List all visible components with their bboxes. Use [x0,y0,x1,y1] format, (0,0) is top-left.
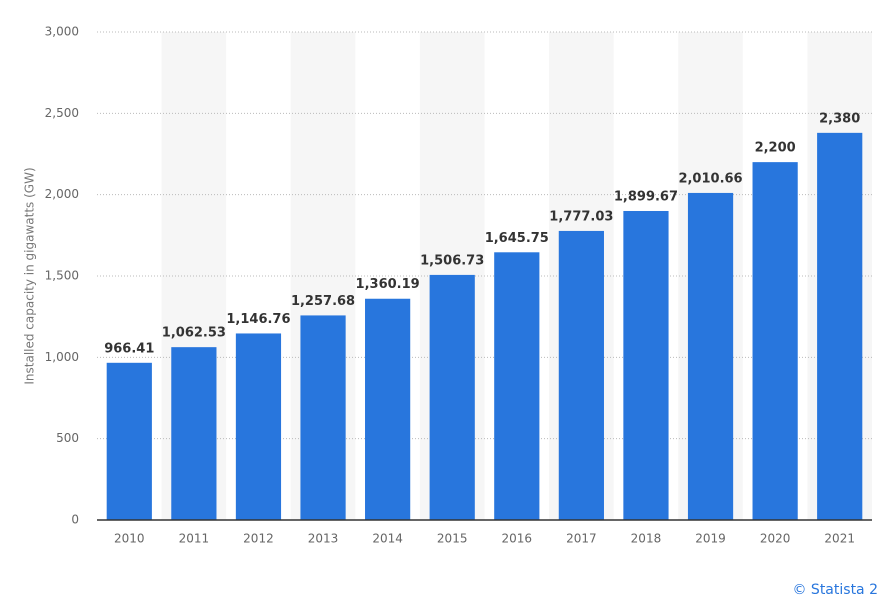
bar [494,252,540,521]
value-label: 2,380 [819,111,860,126]
bar [300,315,346,520]
x-tick-label: 2016 [502,532,533,546]
y-tick-label: 500 [56,431,79,445]
x-tick-label: 2011 [179,532,210,546]
value-label: 2,200 [755,141,796,156]
bar [687,192,734,521]
value-label: 1,899.67 [614,189,678,204]
y-tick-label: 3,000 [45,25,79,39]
y-tick-label: 2,500 [45,106,79,120]
x-tick-label: 2021 [824,532,855,546]
value-label: 1,360.19 [356,277,420,292]
bar [752,162,798,520]
x-tick-label: 2019 [695,532,726,546]
x-tick-label: 2012 [243,532,274,546]
y-tick-label: 1,500 [45,269,79,283]
bar [235,333,282,520]
y-axis-label: Installed capacity in gigawatts (GW) [23,167,37,384]
x-tick-label: 2020 [760,532,791,546]
x-tick-label: 2017 [566,532,597,546]
y-tick-label: 2,000 [45,187,79,201]
bar [106,362,152,520]
bar [171,347,217,520]
bar [558,230,604,520]
credit[interactable]: © Statista 2 [792,582,878,598]
value-label: 1,257.68 [291,294,355,309]
value-label: 1,506.73 [420,253,484,268]
bar [429,274,475,520]
x-tick-label: 2010 [114,532,145,546]
y-tick-label: 1,000 [45,350,79,364]
value-label: 2,010.66 [678,171,742,186]
x-tick-label: 2014 [372,532,403,546]
x-tick-label: 2015 [437,532,468,546]
x-tick-label: 2013 [308,532,339,546]
value-label: 1,645.75 [485,231,549,246]
value-label: 1,062.53 [162,326,226,341]
bar [365,298,411,520]
y-tick-label: 0 [71,513,79,527]
value-label: 1,777.03 [549,209,613,224]
bar [817,132,863,520]
bar [623,210,669,521]
value-label: 1,146.76 [226,312,290,327]
x-tick-label: 2018 [631,532,662,546]
value-label: 966.41 [104,341,154,356]
